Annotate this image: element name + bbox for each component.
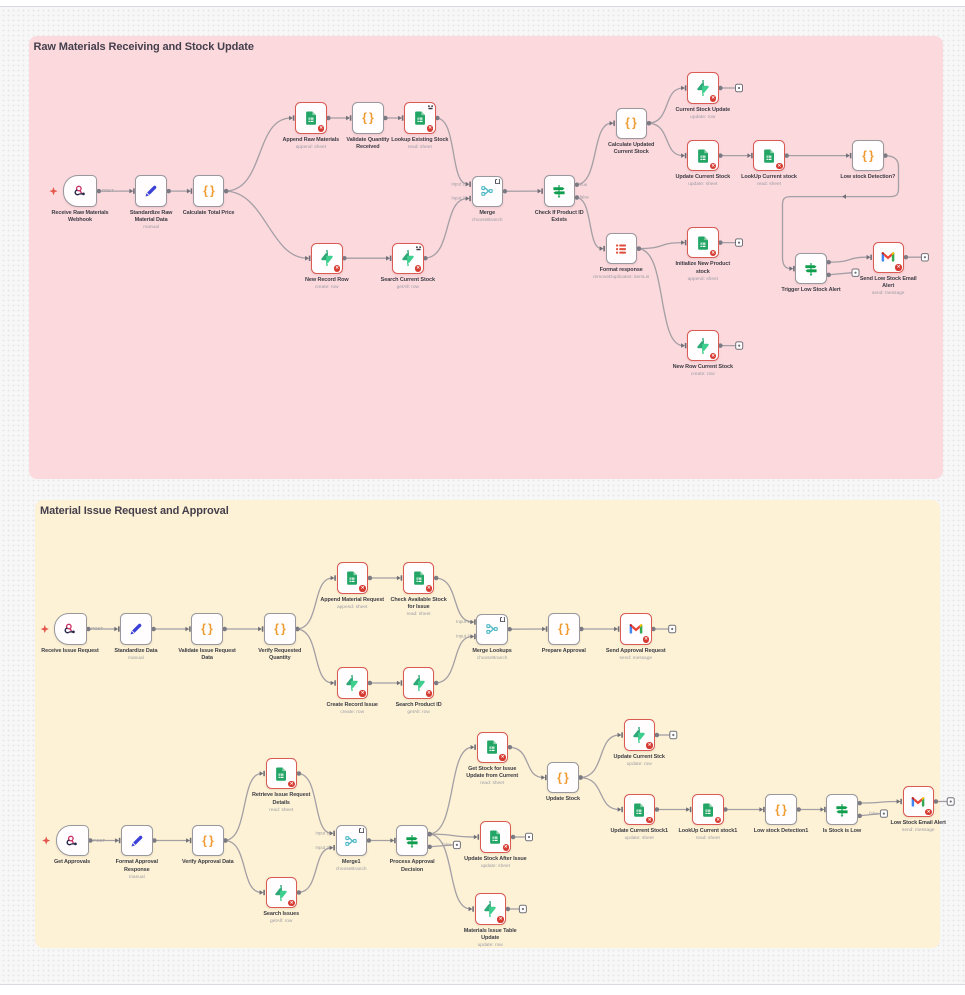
svg-text:POST: POST bbox=[93, 838, 105, 843]
svg-text:{ }: { } bbox=[201, 622, 213, 636]
svg-text:POST: POST bbox=[91, 626, 103, 631]
svg-text:{ }: { } bbox=[362, 111, 374, 125]
svg-text:POST: POST bbox=[102, 188, 114, 193]
svg-text:Input 1: Input 1 bbox=[451, 181, 465, 186]
svg-text:false: false bbox=[869, 811, 879, 816]
svg-text:Input 2: Input 2 bbox=[315, 845, 329, 850]
svg-text:{ }: { } bbox=[862, 148, 874, 162]
svg-text:false: false bbox=[442, 842, 452, 847]
svg-text:{ }: { } bbox=[558, 622, 570, 636]
svg-text:{ }: { } bbox=[775, 802, 787, 816]
svg-text:true: true bbox=[580, 182, 588, 187]
svg-text:false: false bbox=[580, 195, 590, 200]
svg-text:{ }: { } bbox=[625, 116, 637, 130]
svg-text:{ }: { } bbox=[203, 184, 215, 198]
svg-text:Input 2: Input 2 bbox=[456, 634, 470, 639]
svg-text:{ }: { } bbox=[557, 770, 569, 784]
svg-text:Input 1: Input 1 bbox=[456, 619, 470, 624]
svg-text:{ }: { } bbox=[274, 622, 286, 636]
svg-text:{ }: { } bbox=[202, 833, 214, 847]
svg-text:Input 2: Input 2 bbox=[451, 196, 465, 201]
svg-text:Input 1: Input 1 bbox=[315, 831, 329, 836]
